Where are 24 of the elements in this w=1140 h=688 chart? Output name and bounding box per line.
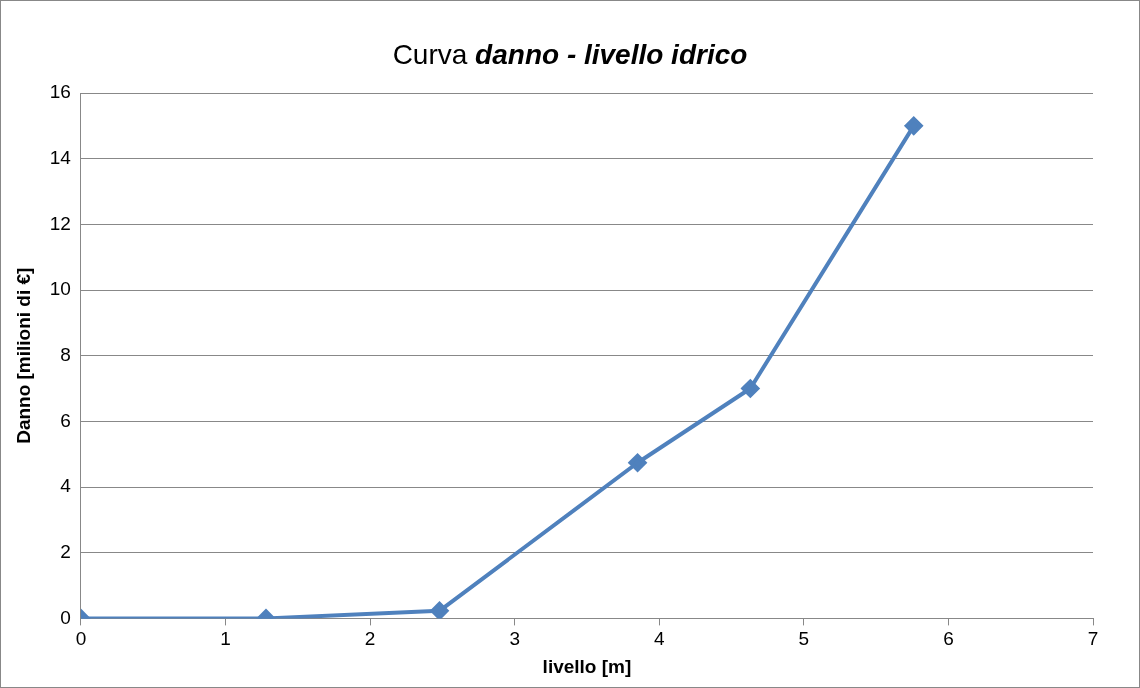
x-tick-label: 7 (1087, 628, 1099, 650)
y-tick-label: 16 (49, 81, 71, 103)
x-tick-label: 0 (75, 628, 87, 650)
chart-title: Curva danno - livello idrico (392, 39, 748, 70)
x-tick-label: 4 (653, 628, 665, 650)
y-tick-label: 10 (49, 278, 71, 300)
x-tick-label: 2 (364, 628, 376, 650)
y-tick-label: 2 (60, 540, 71, 562)
point (741, 379, 760, 398)
y-tick-label: 6 (60, 409, 71, 431)
x-tick-label: 6 (943, 628, 954, 650)
x-axis-title: livello [m] (542, 655, 632, 677)
point (904, 116, 923, 135)
point (430, 601, 449, 619)
y-axis-title: Danno [milioni di €] (12, 267, 34, 444)
point (628, 453, 647, 472)
x-tick-label: 3 (509, 628, 520, 650)
y-tick-label: 0 (60, 606, 71, 628)
x-tick-label: 1 (220, 628, 231, 650)
x-tick-label: 5 (798, 628, 810, 650)
y-tick-label: 14 (49, 146, 72, 168)
y-tick-label: 4 (60, 475, 72, 497)
y-tick-label: 8 (60, 343, 71, 365)
y-tick-label: 12 (49, 212, 71, 234)
